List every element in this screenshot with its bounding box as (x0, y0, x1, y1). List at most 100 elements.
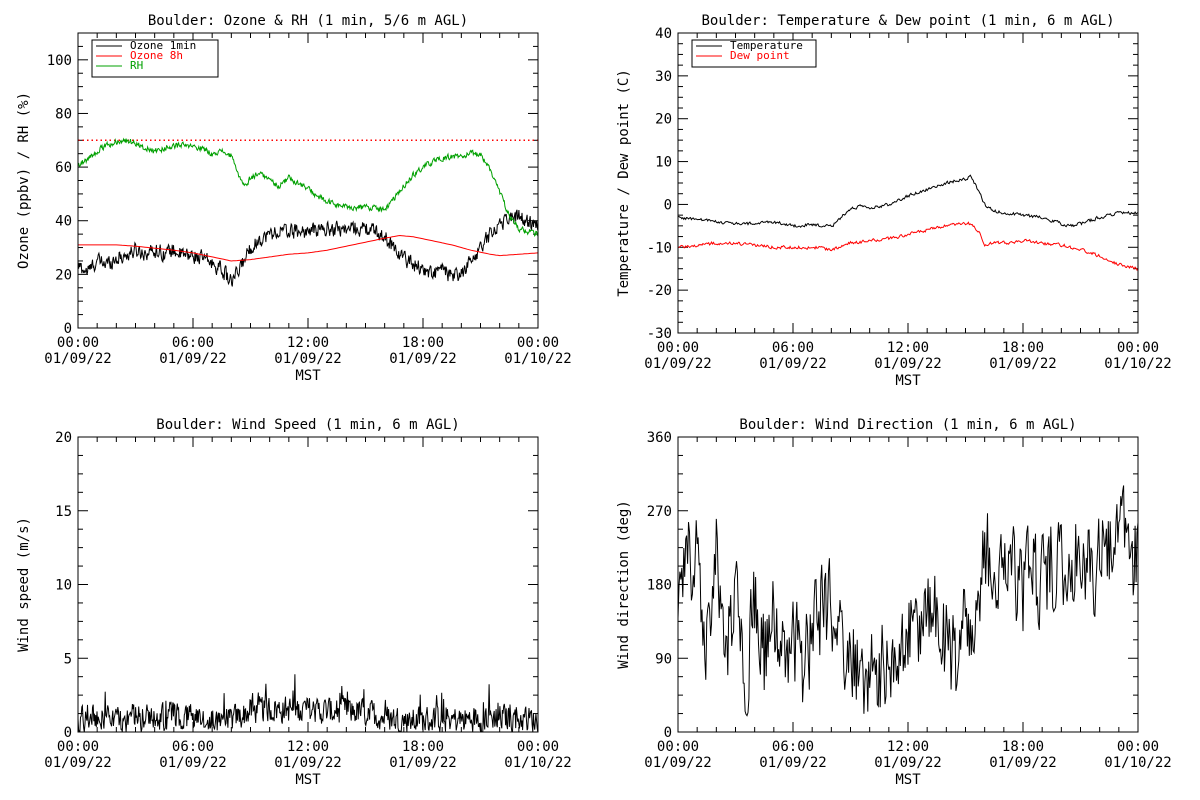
windspeed-plot-frame (77, 436, 539, 733)
ozone-panel: Boulder: Ozone & RH (1 min, 5/6 m AGL) 0 2… (16, 13, 572, 384)
ozone-xtick-date: 01/09/22 (274, 351, 341, 367)
windspeed-xtick-time: 06:00 (172, 739, 214, 755)
winddir-ytick-label: 270 (647, 504, 672, 520)
temp-xtick-time: 12:00 (887, 340, 929, 356)
ozone-xtick-time: 12:00 (287, 335, 329, 351)
windspeed-series-line (78, 674, 538, 732)
ozone-xtick-date: 01/10/22 (504, 351, 571, 367)
ozone-xtick-date: 01/09/22 (159, 351, 226, 367)
temp-legend-box (691, 39, 817, 68)
temp-series-temperature (678, 174, 1138, 228)
temp-plot-frame (677, 32, 1139, 334)
winddir-xtick-time: 12:00 (887, 739, 929, 755)
winddir-title: Boulder: Wind Direction (1 min, 6 m AGL) (739, 417, 1076, 433)
windspeed-ytick-label: 0 (64, 725, 72, 741)
temp-xtick-time: 18:00 (1002, 340, 1044, 356)
winddir-xtick-date: 01/10/22 (1104, 755, 1171, 771)
temp-xtick-time: 06:00 (772, 340, 814, 356)
temp-xtick-date: 01/09/22 (759, 356, 826, 372)
windspeed-xtick-time: 00:00 (517, 739, 559, 755)
windspeed-xtick-date: 01/10/22 (504, 755, 571, 771)
windspeed-ylabel: Wind speed (m/s) (16, 517, 32, 652)
winddir-ytick-label: 0 (664, 725, 672, 741)
windspeed-ytick-label: 5 (64, 651, 72, 667)
ozone-title: Boulder: Ozone & RH (1 min, 5/6 m AGL) (148, 13, 468, 29)
ozone-xtick-date: 01/09/22 (44, 351, 111, 367)
temp-xlabel: MST (895, 373, 921, 389)
ozone-ytick-label: 80 (55, 106, 72, 122)
windspeed-xtick-date: 01/09/22 (159, 755, 226, 771)
temp-legend-label: Temperature (730, 39, 803, 52)
windspeed-ytick-label: 10 (55, 578, 72, 594)
temp-title: Boulder: Temperature & Dew point (1 min,… (701, 13, 1114, 29)
windspeed-panel: Boulder: Wind Speed (1 min, 6 m AGL) 0 5 10… (16, 417, 572, 788)
temp-ytick-label: 30 (655, 69, 672, 85)
temp-ylabel: Temperature / Dew point (C) (616, 69, 632, 297)
ozone-xlabel: MST (295, 368, 321, 384)
ozone-xtick-time: 00:00 (517, 335, 559, 351)
windspeed-xtick-date: 01/09/22 (389, 755, 456, 771)
temp-ytick-label: -20 (647, 283, 672, 299)
ozone-xtick-time: 18:00 (402, 335, 444, 351)
temp-xtick-date: 01/09/22 (874, 356, 941, 372)
temp-xtick-date: 01/09/22 (644, 356, 711, 372)
windspeed-ytick-label: 15 (55, 504, 72, 520)
ozone-legend-label: Ozone 1min (130, 39, 196, 52)
temp-ytick-label: 20 (655, 112, 672, 128)
temp-xtick-date: 01/10/22 (1104, 356, 1171, 372)
windspeed-xtick-time: 12:00 (287, 739, 329, 755)
temp-ytick-label: 40 (655, 26, 672, 42)
temp-ytick-label: 10 (655, 155, 672, 171)
temp-xtick-time: 00:00 (657, 340, 699, 356)
ozone-series-rh (78, 137, 538, 238)
winddir-ytick-label: 180 (647, 578, 672, 594)
temp-data (678, 174, 1138, 271)
winddir-xtick-time: 06:00 (772, 739, 814, 755)
winddir-xtick-date: 01/09/22 (644, 755, 711, 771)
temp-xtick-date: 01/09/22 (989, 356, 1056, 372)
winddir-xlabel: MST (895, 772, 921, 788)
winddir-panel: Boulder: Wind Direction (1 min, 6 m AGL)… (616, 417, 1172, 788)
ozone-legend-label: Ozone 8h (130, 49, 183, 62)
temp-legend-label: Dew point (730, 49, 790, 62)
winddir-data (678, 485, 1138, 717)
ozone-legend-box (91, 39, 219, 78)
temp-ytick-label: -10 (647, 240, 672, 256)
ozone-ytick-label: 40 (55, 214, 72, 230)
windspeed-ytick-label: 20 (55, 430, 72, 446)
winddir-xtick-date: 01/09/22 (759, 755, 826, 771)
ozone-ytick-label: 20 (55, 267, 72, 283)
ozone-ytick-label: 0 (64, 321, 72, 337)
winddir-series-line (678, 485, 1138, 717)
winddir-ytick-label: 90 (655, 651, 672, 667)
ozone-xtick-time: 00:00 (57, 335, 99, 351)
windspeed-title: Boulder: Wind Speed (1 min, 6 m AGL) (156, 417, 459, 433)
temp-series-dew-point (678, 221, 1138, 271)
windspeed-xlabel: MST (295, 772, 321, 788)
windspeed-xtick-date: 01/09/22 (44, 755, 111, 771)
ozone-xtick-time: 06:00 (172, 335, 214, 351)
ozone-series-ozone-8h (78, 234, 538, 262)
ozone-ytick-label: 100 (47, 53, 72, 69)
ozone-data (78, 137, 538, 287)
temp-panel: Boulder: Temperature & Dew point (1 min,… (616, 13, 1172, 389)
winddir-xtick-date: 01/09/22 (989, 755, 1056, 771)
windspeed-xtick-date: 01/09/22 (274, 755, 341, 771)
winddir-xtick-date: 01/09/22 (874, 755, 941, 771)
ozone-plot-frame (77, 32, 539, 329)
temp-xtick-time: 00:00 (1117, 340, 1159, 356)
winddir-xtick-time: 00:00 (657, 739, 699, 755)
winddir-xtick-time: 00:00 (1117, 739, 1159, 755)
windspeed-xtick-time: 18:00 (402, 739, 444, 755)
windspeed-xtick-time: 00:00 (57, 739, 99, 755)
winddir-plot-frame (677, 436, 1139, 733)
ozone-ylabel: Ozone (ppbv) / RH (%) (16, 92, 32, 269)
windspeed-data (78, 674, 538, 732)
winddir-ylabel: Wind direction (deg) (616, 500, 632, 669)
winddir-ytick-label: 360 (647, 430, 672, 446)
temp-ytick-label: 0 (664, 197, 672, 213)
ozone-ytick-label: 60 (55, 160, 72, 176)
